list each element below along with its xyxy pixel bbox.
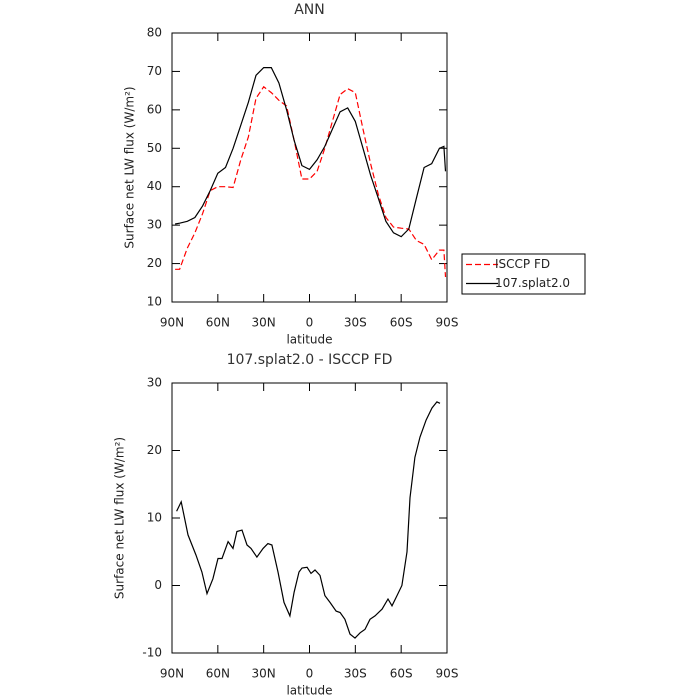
y-tick-label: 20 <box>147 443 162 457</box>
x-axis-label: latitude <box>286 333 332 347</box>
y-tick-label: 30 <box>147 218 162 232</box>
legend-label: 107.splat2.0 <box>495 276 570 290</box>
x-tick-label: 60N <box>206 316 230 330</box>
y-tick-label: 20 <box>147 256 162 270</box>
data-line <box>175 85 447 278</box>
x-tick-label: 30S <box>344 316 367 330</box>
y-tick-label: 0 <box>154 578 162 592</box>
x-tick-label: 30N <box>252 667 276 681</box>
x-tick-label: 60N <box>206 667 230 681</box>
x-tick-label: 90S <box>436 667 459 681</box>
y-axis-label: Surface net LW flux (W/m²) <box>113 437 127 599</box>
y-tick-label: 10 <box>147 511 162 525</box>
y-tick-label: 80 <box>147 26 162 40</box>
chart-title: 107.splat2.0 - ISCCP FD <box>227 352 393 368</box>
legend-box <box>461 253 586 295</box>
y-tick-label: 60 <box>147 102 162 116</box>
y-tick-label: 30 <box>147 376 162 390</box>
legend-label: ISCCP FD <box>495 257 550 271</box>
data-line <box>176 401 441 639</box>
y-tick-label: 40 <box>147 179 162 193</box>
x-tick-label: 60S <box>390 667 413 681</box>
x-tick-label: 60S <box>390 316 413 330</box>
chart-title: ANN <box>294 2 325 18</box>
y-tick-label: 70 <box>147 64 162 78</box>
x-tick-label: 30N <box>252 316 276 330</box>
y-tick-label: 10 <box>147 295 162 309</box>
data-line <box>174 67 447 238</box>
x-tick-label: 0 <box>306 667 314 681</box>
x-tick-label: 90N <box>160 667 184 681</box>
x-tick-label: 90S <box>436 316 459 330</box>
y-tick-label: 50 <box>147 141 162 155</box>
x-tick-label: 0 <box>306 316 314 330</box>
x-tick-label: 30S <box>344 667 367 681</box>
y-axis-label: Surface net LW flux (W/m²) <box>123 86 137 248</box>
x-axis-label: latitude <box>286 684 332 698</box>
plot-frame <box>171 382 448 654</box>
x-tick-label: 90N <box>160 316 184 330</box>
y-tick-label: -10 <box>142 646 162 660</box>
plot-frame <box>171 32 448 303</box>
